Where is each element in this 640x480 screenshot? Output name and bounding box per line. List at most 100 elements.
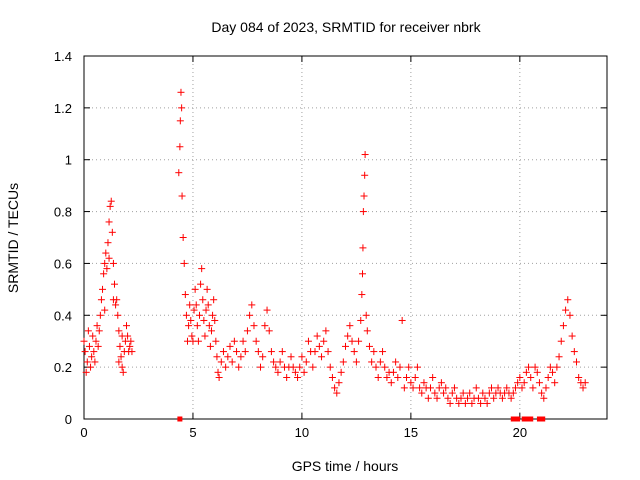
data-point xyxy=(109,296,117,304)
data-point xyxy=(198,265,206,273)
data-point xyxy=(99,285,107,293)
y-tick-label: 1 xyxy=(65,153,72,168)
data-point xyxy=(540,394,548,402)
zero-flag-point xyxy=(528,416,534,422)
data-point xyxy=(276,358,284,366)
data-point xyxy=(413,363,421,371)
data-point xyxy=(535,379,543,387)
data-point xyxy=(193,322,201,330)
data-point xyxy=(298,353,306,361)
data-point xyxy=(117,353,125,361)
data-point xyxy=(195,311,203,319)
data-point xyxy=(107,197,115,205)
data-point xyxy=(450,384,458,392)
data-point xyxy=(333,389,341,397)
data-point xyxy=(103,265,111,273)
data-point xyxy=(352,358,360,366)
data-point xyxy=(376,358,384,366)
y-tick-label: 0.6 xyxy=(54,256,72,271)
y-axis-label: SRMTID / TECUs xyxy=(5,183,21,293)
data-point xyxy=(176,143,184,151)
data-point xyxy=(455,399,463,407)
data-point xyxy=(291,368,299,376)
data-point xyxy=(278,348,286,356)
zero-flag-point xyxy=(536,416,542,422)
data-point xyxy=(466,389,474,397)
data-point xyxy=(328,374,336,382)
gridlines xyxy=(84,56,607,419)
data-point xyxy=(186,301,194,309)
data-point xyxy=(322,327,330,335)
data-point xyxy=(200,316,208,324)
data-point xyxy=(214,368,222,376)
data-point xyxy=(361,171,369,179)
data-point xyxy=(106,202,114,210)
data-point xyxy=(346,322,354,330)
data-point xyxy=(498,394,506,402)
data-point xyxy=(302,358,310,366)
zero-flag-point xyxy=(521,416,527,422)
y-tick-label: 0.2 xyxy=(54,360,72,375)
data-point xyxy=(551,379,559,387)
data-point xyxy=(267,348,275,356)
data-point xyxy=(379,348,387,356)
data-point xyxy=(381,363,389,371)
data-point xyxy=(474,394,482,402)
data-point xyxy=(82,368,90,376)
data-point xyxy=(309,363,317,371)
data-point xyxy=(433,394,441,402)
data-point xyxy=(115,358,123,366)
data-point xyxy=(448,389,456,397)
data-point xyxy=(89,332,97,340)
data-point xyxy=(197,280,205,288)
data-point xyxy=(190,306,198,314)
data-point xyxy=(359,208,367,216)
data-point xyxy=(243,327,251,335)
data-point xyxy=(405,363,413,371)
data-point xyxy=(400,384,408,392)
data-point xyxy=(411,374,419,382)
data-point xyxy=(579,384,587,392)
x-tick-label: 15 xyxy=(404,425,418,440)
zero-flag-point xyxy=(540,416,546,422)
data-point xyxy=(507,394,515,402)
data-point xyxy=(241,348,249,356)
data-point xyxy=(546,363,554,371)
data-point xyxy=(339,358,347,366)
data-point xyxy=(230,337,238,345)
data-point xyxy=(96,311,104,319)
data-point xyxy=(289,363,297,371)
data-point xyxy=(435,384,443,392)
data-point xyxy=(370,348,378,356)
data-point xyxy=(331,384,339,392)
data-point xyxy=(398,316,406,324)
data-point xyxy=(440,389,448,397)
data-point xyxy=(557,337,565,345)
data-point xyxy=(210,296,218,304)
data-point xyxy=(265,327,273,335)
data-point xyxy=(187,316,195,324)
data-point xyxy=(549,368,557,376)
data-point xyxy=(272,363,280,371)
data-point xyxy=(363,327,371,335)
data-point xyxy=(95,327,103,335)
data-point xyxy=(494,384,502,392)
zero-flag-point xyxy=(524,416,530,422)
data-point xyxy=(464,394,472,402)
data-point xyxy=(233,348,241,356)
data-point xyxy=(431,389,439,397)
x-tick-label: 0 xyxy=(80,425,87,440)
x-axis-label: GPS time / hours xyxy=(292,458,399,474)
x-tick-label: 20 xyxy=(513,425,527,440)
data-point xyxy=(119,368,127,376)
data-point xyxy=(315,342,323,350)
data-point xyxy=(287,353,295,361)
data-point xyxy=(479,389,487,397)
data-point xyxy=(477,399,485,407)
data-point xyxy=(553,363,561,371)
data-point xyxy=(87,363,95,371)
data-point xyxy=(104,239,112,247)
data-point xyxy=(361,151,369,159)
data-point xyxy=(564,296,572,304)
data-point xyxy=(509,389,517,397)
